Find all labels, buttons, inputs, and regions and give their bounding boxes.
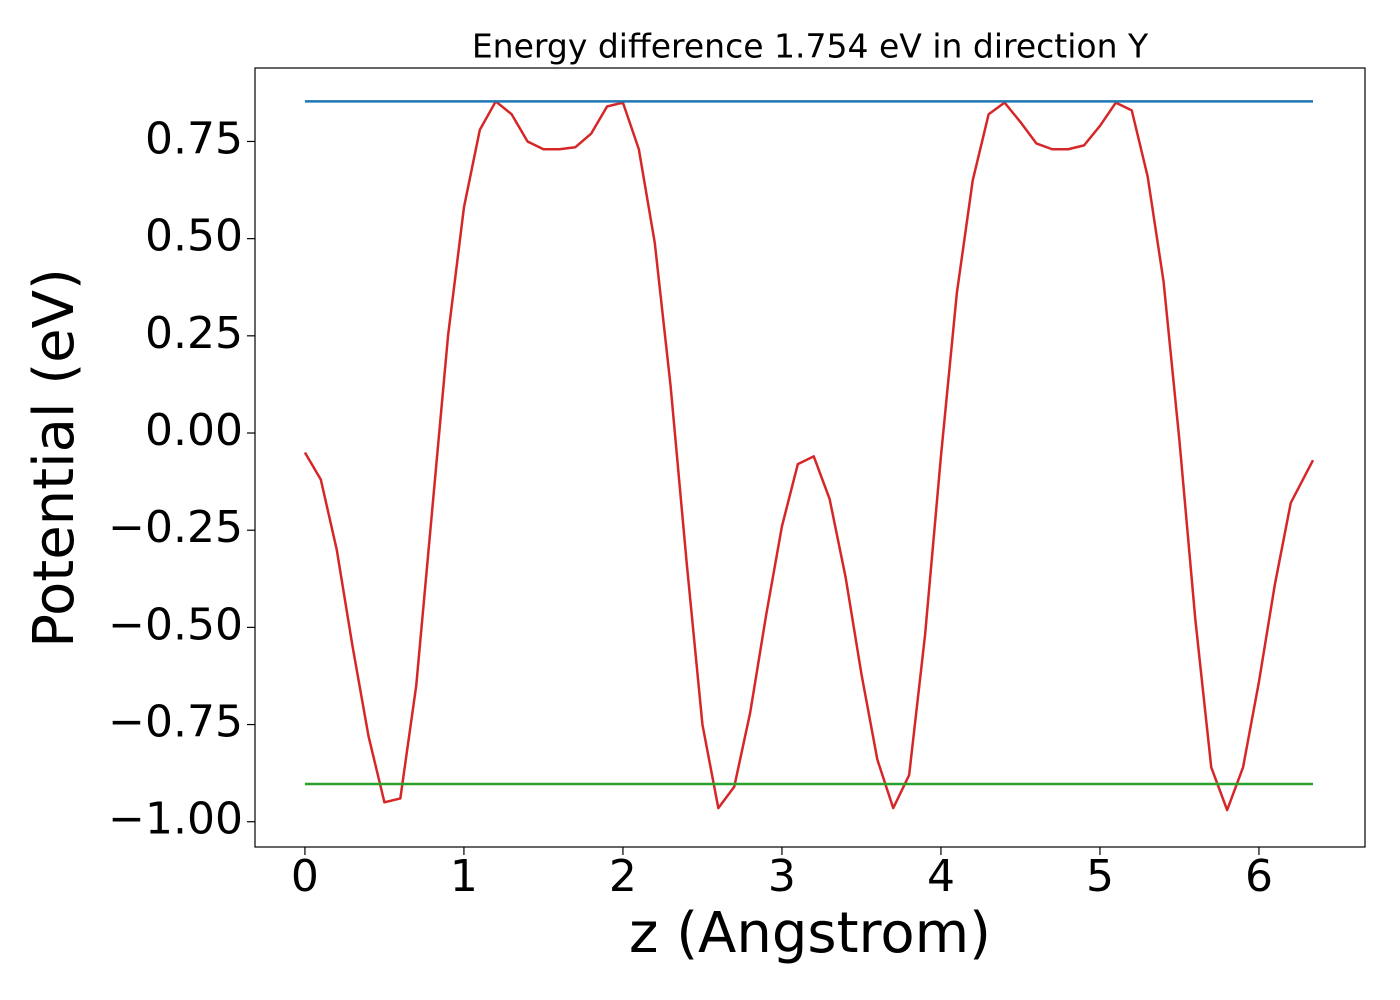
y-tick-label: 0.00 — [145, 405, 243, 456]
x-tick-label: 0 — [291, 851, 319, 902]
line-series — [303, 100, 1315, 812]
y-tick-label: −1.00 — [108, 794, 243, 845]
y-tick-label: 0.25 — [145, 308, 243, 359]
x-tick-label: 1 — [450, 851, 478, 902]
x-tick-label: 2 — [609, 851, 637, 902]
y-tick-label: −0.75 — [108, 697, 243, 748]
y-tick-label: 0.75 — [145, 113, 243, 164]
chart-title: Energy difference 1.754 eV in direction … — [472, 27, 1149, 66]
y-tick-label: −0.50 — [108, 599, 243, 650]
y-tick-label: −0.25 — [108, 502, 243, 553]
x-axis-label: z (Angstrom) — [629, 901, 991, 966]
plot-frame — [254, 67, 1366, 848]
y-axis-label: Potential (eV) — [22, 268, 87, 648]
x-tick-label: 3 — [768, 851, 796, 902]
x-tick-label: 6 — [1245, 851, 1273, 902]
x-tick-label: 4 — [927, 851, 955, 902]
y-tick-label: 0.50 — [145, 211, 243, 262]
x-tick-label: 5 — [1086, 851, 1114, 902]
